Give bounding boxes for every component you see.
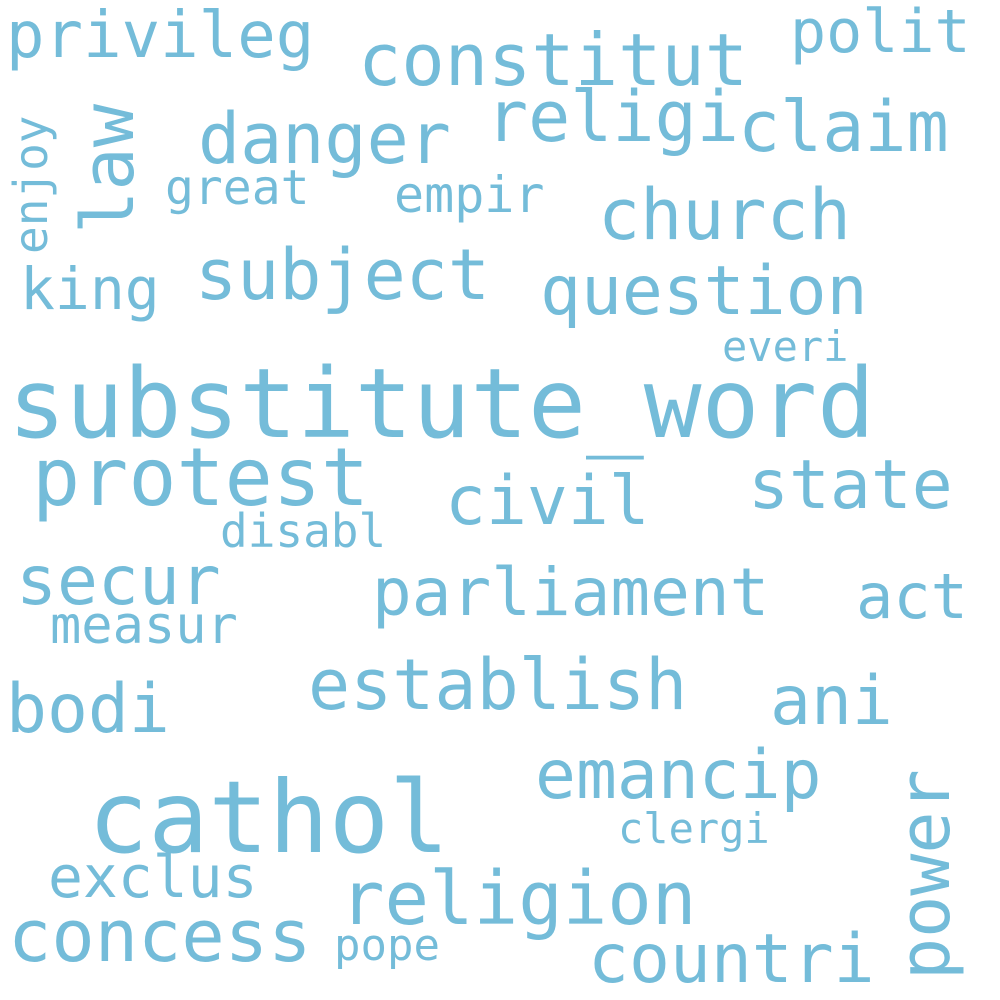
word-measur: measur [50, 596, 238, 656]
word-act: act [856, 560, 968, 633]
word-law: law [66, 103, 150, 234]
word-establish: establish [308, 644, 688, 726]
word-claim: claim [738, 86, 949, 168]
word-countri: countri [588, 920, 875, 999]
word-privileg: privileg [6, 0, 315, 73]
word-polit: polit [790, 0, 971, 67]
word-great: great [165, 160, 310, 216]
word-constitut: constitut [358, 18, 749, 102]
word-disabl: disabl [220, 504, 387, 558]
word-question: question [540, 252, 868, 331]
word-substitute-word: substitute_word [8, 348, 875, 460]
word-pope: pope [334, 920, 440, 971]
word-parliament: parliament [372, 554, 770, 631]
word-cathol: cathol [88, 759, 450, 876]
word-exclus: exclus [48, 843, 258, 911]
word-clergi: clergi [618, 804, 770, 853]
word-bodi: bodi [6, 670, 170, 749]
word-protest: protest [32, 431, 370, 524]
word-religion: religion [340, 856, 697, 942]
word-emancip: emancip [535, 736, 822, 815]
word-everi: everi [722, 322, 849, 371]
word-concess: concess [8, 894, 312, 978]
word-state: state [748, 446, 953, 525]
word-power: power [884, 769, 966, 980]
word-empir: empir [394, 166, 545, 224]
word-church: church [598, 174, 851, 256]
word-ani: ani [770, 662, 893, 741]
word-secur: secur [16, 542, 221, 621]
word-enjoy: enjoy [4, 115, 58, 254]
word-danger: danger [198, 98, 451, 180]
word-religi: religi [486, 76, 739, 158]
word-king: king [20, 255, 160, 323]
word-subject: subject [195, 234, 491, 316]
word-civil: civil [445, 462, 650, 541]
